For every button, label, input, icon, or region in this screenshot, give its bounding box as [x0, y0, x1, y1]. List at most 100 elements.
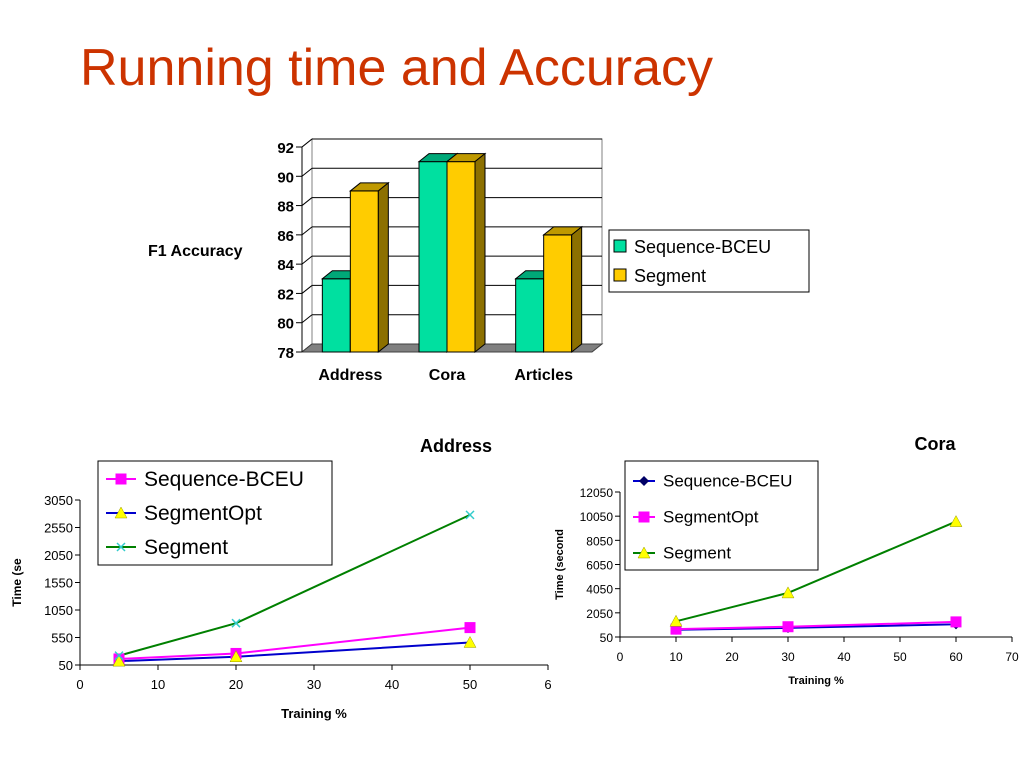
x-tick-label: 6: [544, 677, 551, 692]
series-marker: [781, 586, 795, 599]
bar-front: [446, 161, 476, 353]
series-marker: [114, 651, 124, 661]
legend-label: Sequence-BCEU: [663, 472, 792, 491]
y-tick-label: 90: [277, 169, 294, 186]
series-marker: [669, 614, 683, 627]
legend-label: Segment: [634, 266, 706, 286]
y-tick-label: 2550: [44, 521, 73, 536]
y-tick-label: 88: [277, 199, 294, 216]
y-tick-label: 4050: [586, 583, 613, 597]
x-tick-label: Articles: [514, 367, 573, 384]
x-tick-label: 50: [893, 650, 907, 664]
y-tick-label: 8050: [586, 534, 613, 548]
series-marker: [115, 473, 127, 485]
series-marker: [638, 511, 650, 523]
bar-side: [377, 181, 389, 354]
bar-front: [543, 234, 573, 353]
x-axis-title: Training %: [788, 675, 844, 687]
legend-swatch: [613, 239, 627, 253]
legend-label: SegmentOpt: [663, 508, 759, 527]
line-legend: [97, 460, 333, 566]
plot-side-wall: [301, 137, 313, 354]
series-marker: [464, 622, 476, 634]
x-tick-label: 60: [949, 650, 963, 664]
series-marker: [463, 635, 477, 648]
gridline-side: [301, 255, 313, 265]
chart-title: Cora: [914, 434, 956, 454]
slide-title: Running time and Accuracy: [80, 39, 714, 97]
y-tick-label: 2050: [586, 607, 613, 621]
legend-label: SegmentOpt: [144, 502, 262, 525]
y-tick-label: 1550: [44, 576, 73, 591]
series-line: [118, 626, 471, 660]
y-tick-label: 78: [277, 345, 294, 362]
series-marker: [949, 515, 963, 527]
x-tick-label: 40: [837, 650, 851, 664]
legend-swatch: [613, 268, 627, 282]
series-line: [118, 641, 471, 663]
legend-label: Segment: [663, 544, 731, 563]
x-tick-label: 10: [151, 677, 165, 692]
x-tick-label: 10: [669, 650, 683, 664]
x-axis-title: Training %: [281, 706, 347, 721]
y-tick-label: 550: [51, 631, 73, 646]
x-tick-label: 30: [781, 650, 795, 664]
y-tick-label: 50: [59, 658, 73, 673]
x-tick-label: 0: [617, 650, 624, 664]
x-tick-label: 70: [1005, 650, 1019, 664]
x-tick-label: 0: [76, 677, 83, 692]
series-marker: [231, 618, 241, 628]
gridline-side: [301, 138, 313, 148]
y-tick-label: 12050: [580, 486, 614, 500]
legend-label: Segment: [144, 536, 228, 559]
gridline-side: [301, 285, 313, 294]
y-tick-label: 82: [277, 286, 294, 303]
y-tick-label: 92: [277, 140, 294, 157]
x-tick-label: Address: [318, 367, 382, 384]
bar-front: [515, 278, 545, 353]
gridline-side: [301, 314, 313, 324]
legend-label: Sequence-BCEU: [634, 237, 771, 257]
y-tick-label: 10050: [580, 510, 614, 524]
line-legend: [624, 460, 819, 571]
y-tick-label: 80: [277, 316, 294, 333]
series-marker: [229, 650, 243, 662]
x-tick-label: 20: [725, 650, 739, 664]
bar-chart: 92 90 88 86 84 82 80 78 Address Cora Articles F1 Ac…: [148, 137, 810, 384]
bar-front: [321, 278, 351, 353]
bar-front: [349, 190, 379, 353]
series-marker: [116, 542, 126, 552]
y-tick-label: 86: [277, 228, 294, 245]
x-tick-label: 20: [229, 677, 243, 692]
series-marker: [639, 476, 649, 486]
y-tick-label: 1050: [44, 603, 73, 618]
gridline-side: [301, 197, 313, 206]
y-axis-title: Time (se: [10, 558, 24, 607]
y-tick-label: 84: [277, 257, 294, 274]
series-marker: [465, 510, 475, 520]
bar-legend: [608, 229, 810, 293]
x-tick-label: 50: [463, 677, 477, 692]
x-tick-label: 40: [385, 677, 399, 692]
y-tick-label: 3050: [44, 493, 73, 508]
x-tick-label: Cora: [429, 367, 466, 384]
bar-side: [474, 152, 486, 354]
gridline-side: [301, 167, 313, 177]
y-tick-label: 6050: [586, 559, 613, 573]
series-marker: [637, 546, 651, 559]
series-marker: [112, 654, 126, 667]
series-marker: [782, 621, 794, 633]
y-axis-title: F1 Accuracy: [148, 243, 243, 260]
y-axis-title: Time (second: [554, 529, 566, 600]
bar-side: [571, 225, 583, 354]
series-marker: [950, 616, 962, 628]
series-marker: [114, 506, 128, 519]
y-tick-label: 50: [600, 631, 614, 645]
y-tick-label: 2050: [44, 548, 73, 563]
legend-label: Sequence-BCEU: [144, 468, 304, 491]
bar-front: [418, 161, 448, 353]
x-tick-label: 30: [307, 677, 321, 692]
gridline-side: [301, 226, 313, 236]
